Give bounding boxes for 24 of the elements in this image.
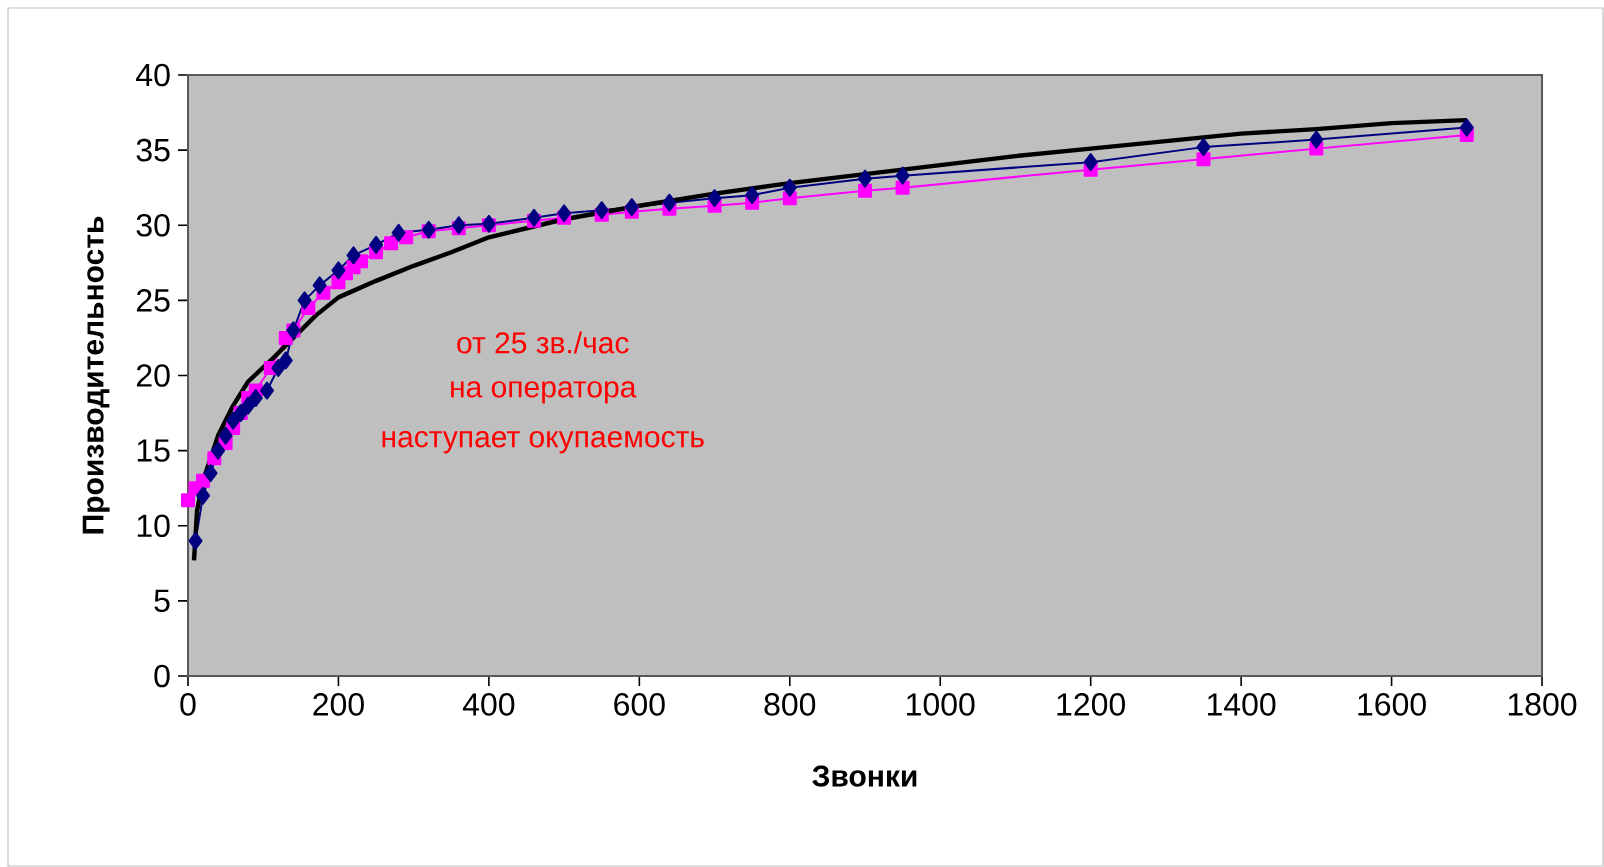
x-axis-title: Звонки	[812, 765, 917, 787]
x-tick-label: 1600	[1358, 693, 1426, 716]
y-tick-label: 30	[136, 213, 170, 237]
annotation: наступает окупаемость	[382, 431, 704, 454]
x-tick-label: 1200	[1057, 693, 1125, 716]
annotation: от 25 зв./час	[457, 331, 629, 354]
annotation: на оператора	[451, 381, 637, 404]
y-tick-label: 20	[136, 364, 170, 387]
x-tick-label: 200	[313, 693, 364, 716]
x-tick-label: 0	[180, 693, 196, 716]
y-tick-label: 5	[154, 589, 170, 613]
y-tick-label: 40	[136, 63, 170, 87]
y-tick-label: 10	[137, 514, 170, 538]
y-tick-label: 25	[136, 289, 170, 312]
x-tick-label: 600	[614, 693, 665, 716]
y-tick-label: 15	[137, 439, 170, 462]
y-tick-label: 0	[154, 664, 170, 688]
x-tick-label: 400	[462, 693, 515, 716]
x-tick-label: 1800	[1508, 693, 1577, 716]
x-tick-label: 1400	[1207, 693, 1276, 716]
y-tick-label: 35	[136, 138, 170, 162]
x-tick-label: 800	[764, 693, 816, 716]
x-tick-label: 1000	[907, 693, 975, 716]
y-axis-title: Производительность	[82, 216, 110, 534]
